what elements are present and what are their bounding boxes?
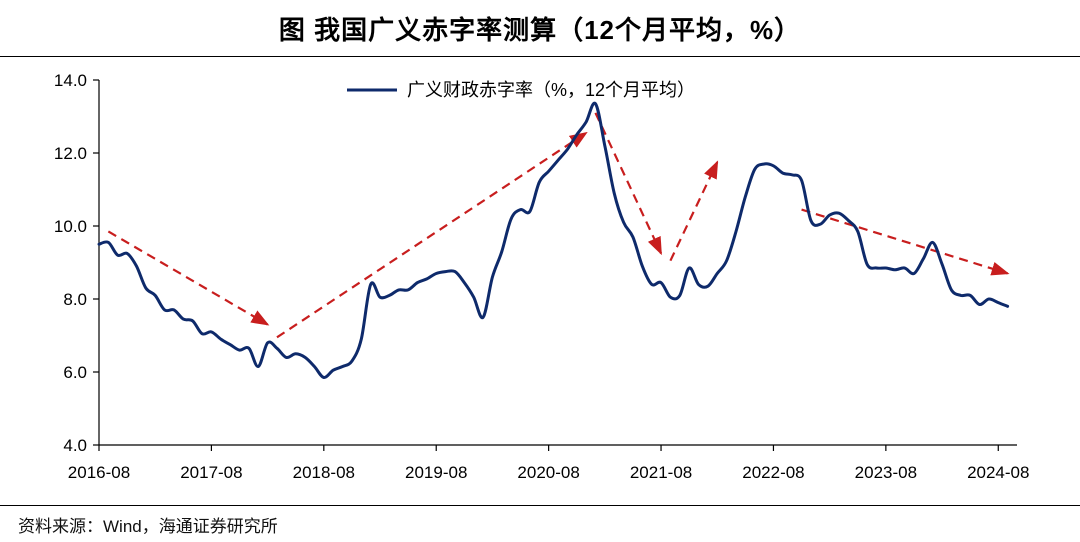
footer-rule [0, 505, 1080, 506]
trend-arrow [276, 131, 588, 339]
axes: 4.0 6.0 8.0 10.0 12.0 14.0 2016-08 2017-08 2018-… [54, 71, 1030, 482]
y-tick-label: 8.0 [63, 290, 87, 309]
trend-arrow [107, 230, 270, 326]
trend-arrow [669, 160, 719, 262]
x-tick-label: 2017-08 [180, 463, 242, 482]
trend-arrow [801, 208, 1010, 276]
x-tick-label: 2024-08 [967, 463, 1029, 482]
title-rule [0, 56, 1080, 57]
x-tick-label: 2021-08 [630, 463, 692, 482]
trend-arrows [107, 112, 1010, 339]
x-tick-label: 2016-08 [68, 463, 130, 482]
x-tick-label: 2023-08 [855, 463, 917, 482]
x-tick-label: 2022-08 [742, 463, 804, 482]
trend-arrow [594, 112, 663, 256]
series-layer [97, 101, 1010, 379]
x-tick-label: 2020-08 [517, 463, 579, 482]
legend: 广义财政赤字率（%，12个月平均） [347, 80, 695, 100]
y-tick-label: 4.0 [63, 436, 87, 455]
y-tick-label: 12.0 [54, 144, 87, 163]
series-line [97, 101, 1010, 379]
legend-label: 广义财政赤字率（%，12个月平均） [407, 80, 695, 100]
x-tick-label: 2018-08 [293, 463, 355, 482]
source-note: 资料来源：Wind，海通证券研究所 [18, 517, 278, 536]
y-tick-label: 10.0 [54, 217, 87, 236]
y-tick-label: 14.0 [54, 71, 87, 90]
line-chart: 4.0 6.0 8.0 10.0 12.0 14.0 2016-08 2017-08 2018-… [54, 71, 1030, 482]
x-tick-label: 2019-08 [405, 463, 467, 482]
y-tick-label: 6.0 [63, 363, 87, 382]
chart-title: 图 我国广义赤字率测算（12个月平均，%） [278, 14, 802, 45]
